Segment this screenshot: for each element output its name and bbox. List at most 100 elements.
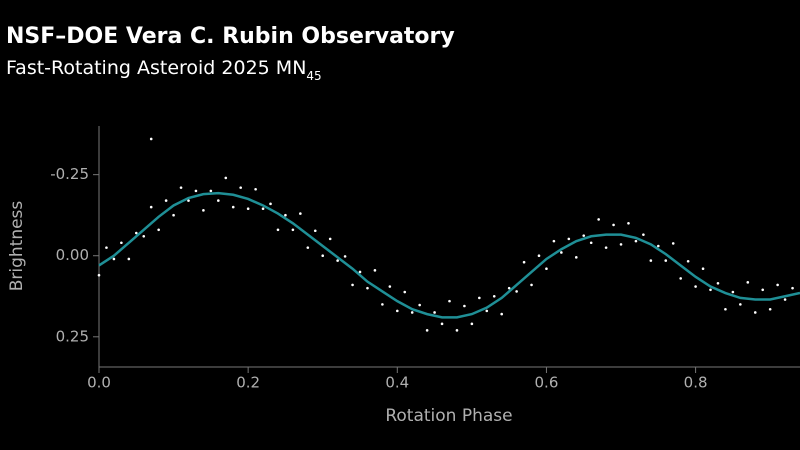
subtitle-text: Fast-Rotating Asteroid 2025 MN (6, 57, 306, 79)
data-point (231, 205, 235, 209)
data-point (612, 223, 615, 227)
data-point (105, 246, 108, 249)
data-point (328, 237, 332, 241)
data-point (448, 299, 451, 303)
data-point (351, 283, 354, 287)
data-point (291, 228, 295, 232)
data-point (202, 209, 205, 212)
data-point (627, 221, 630, 225)
data-point (746, 281, 750, 284)
data-point (485, 309, 489, 313)
data-point (388, 285, 392, 288)
data-point (634, 239, 638, 243)
data-point (149, 205, 153, 209)
data-point (716, 281, 720, 285)
data-point (545, 267, 548, 271)
data-point (246, 207, 250, 211)
data-point (776, 283, 779, 287)
data-point (619, 243, 623, 246)
data-point (567, 237, 571, 241)
data-point (142, 234, 146, 238)
data-point (112, 257, 116, 261)
data-point (127, 257, 131, 261)
data-point (582, 234, 586, 237)
data-point (433, 311, 436, 314)
data-point (679, 277, 682, 280)
data-point (783, 298, 787, 301)
data-point (358, 270, 362, 274)
data-point (194, 189, 198, 193)
data-point (761, 288, 765, 292)
data-point (164, 199, 168, 202)
y-tick-label: 0.00 (56, 246, 89, 264)
data-point (709, 288, 712, 292)
data-point (306, 246, 310, 249)
data-point (134, 231, 138, 235)
data-point (671, 242, 675, 245)
data-point (492, 294, 496, 298)
data-point (470, 322, 474, 326)
chart-subtitle: Fast-Rotating Asteroid 2025 MN45 (6, 57, 322, 83)
x-tick-label: 0.8 (684, 374, 708, 392)
data-point (403, 290, 407, 294)
data-point (753, 311, 757, 314)
data-point (224, 176, 228, 180)
data-point (418, 303, 421, 307)
fit-line (98, 191, 800, 319)
data-point (440, 322, 444, 326)
data-point (731, 290, 735, 294)
data-point (515, 290, 518, 293)
data-point (522, 260, 526, 264)
data-point (537, 254, 541, 258)
data-point (373, 269, 377, 272)
data-point (269, 202, 272, 206)
data-point (649, 259, 653, 262)
data-point (254, 187, 257, 191)
data-point (149, 137, 153, 141)
data-point (97, 273, 101, 277)
x-tick-label: 0.4 (385, 374, 409, 392)
data-point (701, 267, 705, 271)
data-point (321, 254, 325, 258)
data-point (395, 309, 399, 313)
data-point (694, 285, 697, 288)
y-tick-label: 0.25 (56, 327, 89, 345)
chart-title: NSF–DOE Vera C. Rubin Observatory (6, 24, 455, 49)
data-point (172, 213, 175, 217)
y-tick-label: -0.25 (50, 165, 89, 183)
data-point (209, 189, 213, 193)
data-point (589, 241, 593, 245)
x-axis-title: Rotation Phase (385, 406, 512, 426)
data-point (120, 241, 123, 245)
data-point (500, 312, 504, 316)
data-point (284, 213, 287, 217)
data-point (507, 286, 511, 290)
data-point (366, 286, 369, 290)
data-point (381, 303, 384, 306)
data-point (217, 199, 220, 202)
data-point (574, 256, 578, 259)
subtitle-subscript: 45 (306, 69, 321, 83)
data-point (642, 233, 645, 236)
data-point (455, 329, 459, 332)
data-point (313, 229, 317, 233)
y-axis-title: Brightness (7, 201, 27, 292)
data-point (336, 259, 339, 262)
data-point (157, 228, 160, 232)
data-point (560, 251, 563, 254)
data-point (739, 303, 742, 306)
data-point (179, 186, 183, 189)
data-point (768, 307, 772, 311)
data-point (791, 286, 794, 290)
data-point (724, 307, 727, 311)
data-point (410, 311, 414, 314)
data-point (552, 239, 556, 243)
data-point (463, 304, 466, 308)
data-point (657, 244, 660, 248)
x-tick-label: 0.6 (535, 374, 559, 392)
data-point (239, 186, 242, 189)
data-point (478, 296, 481, 300)
